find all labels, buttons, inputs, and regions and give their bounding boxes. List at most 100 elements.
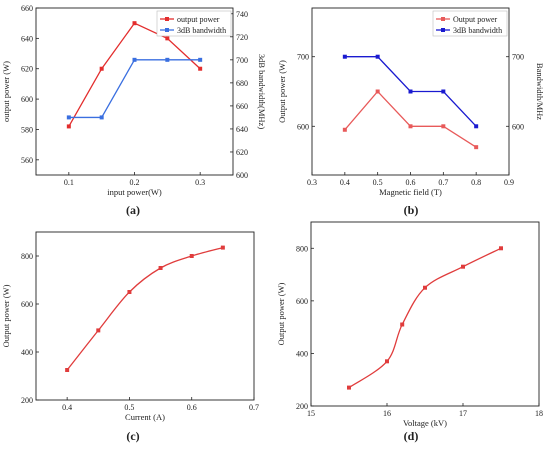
- y2-tick-label: 660: [236, 102, 248, 111]
- data-point: [165, 57, 170, 62]
- data-point: [158, 266, 163, 270]
- y-tick-label: 560: [21, 156, 33, 165]
- x-tick-label: 0.9: [504, 178, 514, 187]
- data-point: [132, 21, 137, 26]
- data-point: [423, 285, 427, 290]
- panel-0: 0.1 0.2 0.3 560 580 600 620 640 660 600 620 640 660 6…: [1, 4, 267, 217]
- data-point: [165, 36, 170, 41]
- x-tick-label: 17: [459, 409, 467, 418]
- legend-swatch-marker: [441, 17, 445, 21]
- legend-entry: 3dB bandwidth: [453, 26, 502, 35]
- x-tick-label: 0.4: [340, 178, 350, 187]
- data-point: [408, 89, 413, 94]
- x-tick-label: 0.4: [62, 403, 72, 412]
- legend-entry: 3dB bandwidth: [177, 26, 226, 35]
- data-point: [220, 245, 225, 250]
- legend-box: [156, 10, 232, 37]
- data-point: [198, 66, 203, 71]
- data-point: [66, 115, 71, 120]
- y2-tick-label: 640: [236, 125, 248, 134]
- legend-entry: output power: [177, 15, 220, 24]
- y2-tick-label: 740: [236, 10, 248, 19]
- y-tick-label: 200: [21, 396, 33, 405]
- y-axis-label: Output power (W): [1, 284, 11, 347]
- y-tick-label: 600: [21, 95, 33, 104]
- x-tick-label: 0.2: [130, 178, 140, 187]
- panel-1: 0.3 0.4 0.5 0.6 0.7 0.8 0.9 600 700 600 700 Magneti…: [277, 7, 545, 217]
- data-point: [342, 54, 347, 59]
- x-tick-label: 15: [307, 409, 315, 418]
- y2-tick-label: 680: [236, 79, 248, 88]
- y2-tick-label: 620: [236, 148, 248, 157]
- panel-2: 0.4 0.5 0.6 0.7 200 400 600 800 Current (A) Outpu…: [1, 231, 259, 443]
- data-point: [189, 254, 194, 258]
- data-point: [400, 322, 405, 327]
- data-point: [474, 124, 479, 129]
- data-point: [347, 385, 351, 390]
- legend-entry: Output power: [453, 15, 498, 24]
- x-tick-label: 0.1: [64, 178, 74, 187]
- x-tick-label: 0.6: [187, 403, 197, 412]
- y-axis-label: output power (W): [1, 61, 11, 122]
- y2-tick-label: 700: [236, 56, 248, 65]
- data-point: [474, 145, 479, 150]
- x-axis-label: Current (A): [125, 412, 165, 422]
- y-tick-label: 200: [296, 402, 308, 411]
- plot-frame: [310, 221, 540, 407]
- y-tick-label: 700: [297, 53, 309, 62]
- data-point: [65, 368, 70, 372]
- y2-tick-label: 720: [236, 33, 248, 42]
- series-line: [68, 22, 201, 127]
- panel-label: (d): [404, 429, 419, 443]
- x-tick-label: 0.6: [406, 178, 416, 187]
- legend-swatch-marker: [441, 28, 445, 32]
- data-point: [441, 124, 446, 129]
- x-tick-label: 0.7: [438, 178, 448, 187]
- x-axis-label: Voltage (kV): [403, 418, 447, 428]
- y-tick-label: 620: [21, 65, 33, 74]
- y2-axis-label: 3dB bandwidth(MHz): [257, 54, 267, 129]
- data-point: [132, 57, 137, 62]
- y-tick-label: 800: [21, 252, 33, 261]
- x-tick-label: 0.3: [307, 178, 317, 187]
- series-line: [344, 90, 477, 148]
- y-tick-label: 400: [296, 349, 308, 358]
- data-point: [375, 89, 380, 94]
- y-tick-label: 580: [21, 125, 33, 134]
- data-point: [198, 57, 203, 62]
- y-tick-label: 600: [296, 297, 308, 306]
- x-tick-label: 16: [383, 409, 391, 418]
- x-axis-label: input power(W): [107, 187, 162, 197]
- series-line: [348, 247, 502, 389]
- series-line: [66, 246, 224, 371]
- data-point: [461, 264, 465, 269]
- panel-label: (a): [126, 203, 140, 217]
- y2-axis-label: Bandwidth/MHz: [535, 63, 545, 120]
- y-tick-label: 600: [297, 122, 309, 131]
- data-point: [499, 246, 503, 251]
- plot-frame: [35, 231, 255, 401]
- data-point: [342, 127, 347, 132]
- x-tick-label: 0.5: [373, 178, 383, 187]
- panel-3: 15 16 17 18 200 400 600 800 Voltage (kV) Output p…: [276, 221, 543, 443]
- y-tick-label: 660: [21, 4, 33, 13]
- y-tick-label: 640: [21, 34, 33, 43]
- y-tick-label: 400: [21, 348, 33, 357]
- x-tick-label: 18: [535, 409, 543, 418]
- y2-tick-label: 600: [236, 171, 248, 180]
- y-tick-label: 600: [21, 300, 33, 309]
- legend-swatch-marker: [165, 17, 169, 21]
- x-tick-label: 0.5: [124, 403, 134, 412]
- x-tick-label: 0.3: [195, 178, 205, 187]
- x-axis-label: Magnetic field (T): [379, 187, 442, 197]
- data-point: [99, 115, 104, 120]
- series-line: [68, 59, 201, 119]
- panel-label: (c): [126, 429, 139, 443]
- data-point: [66, 124, 71, 129]
- y-axis-label: Output power (W): [276, 282, 286, 345]
- x-tick-label: 0.7: [249, 403, 259, 412]
- data-point: [441, 89, 446, 94]
- legend-box: [432, 10, 508, 37]
- y-axis-label: Output power (W): [277, 60, 287, 123]
